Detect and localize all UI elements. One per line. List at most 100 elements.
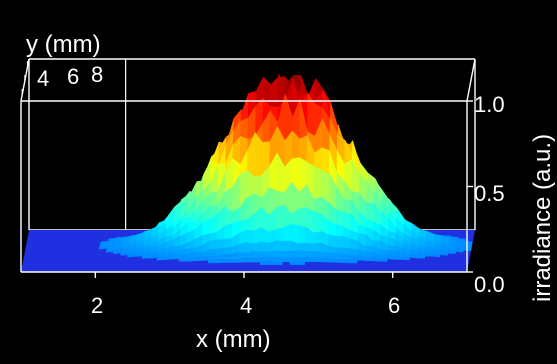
surface-patch <box>208 259 217 264</box>
surface-patch <box>238 242 247 254</box>
surface-patch <box>210 191 219 207</box>
z-tick-label-0-5: 0.5 <box>474 181 505 206</box>
surface-patch <box>185 257 195 262</box>
surface-patch <box>305 242 314 252</box>
surface-patch <box>267 256 276 262</box>
surface-patch <box>240 93 249 122</box>
y-axis-title: y (mm) <box>26 31 101 58</box>
surface-patch <box>275 227 284 242</box>
surface-patch <box>267 261 276 265</box>
surface-patch <box>260 241 269 253</box>
surface-patch <box>274 256 284 262</box>
surface-patch <box>379 258 388 262</box>
surface-patch <box>245 257 254 263</box>
surface-patch <box>297 256 306 263</box>
surface-patch <box>455 249 464 253</box>
surface-patch <box>215 259 224 264</box>
surface-patch <box>349 259 358 264</box>
y-tick-label-6: 6 <box>67 64 79 89</box>
surface-patch <box>290 223 299 245</box>
surface-patch <box>321 147 330 175</box>
surface-patch <box>304 251 314 258</box>
surface-patch <box>298 225 307 245</box>
surface-patch <box>394 256 403 260</box>
surface-patch <box>274 261 283 266</box>
surface-patch <box>319 257 328 263</box>
z-tick-label-1: 1.0 <box>474 92 505 117</box>
surface-patch <box>439 251 449 256</box>
surface-patch <box>327 246 336 254</box>
surface-patch <box>224 223 233 240</box>
surface-patch <box>313 196 322 215</box>
surface-patch <box>379 254 388 260</box>
surface-patch <box>312 251 321 259</box>
surface-patch <box>424 252 433 257</box>
box-edge-right-top-depth <box>466 58 476 102</box>
surface-patch <box>312 242 321 253</box>
surface-patch <box>401 256 411 261</box>
surface-patch <box>349 248 359 257</box>
surface-patch <box>163 255 173 261</box>
surface-patch <box>364 251 373 258</box>
surface-patch <box>276 190 285 208</box>
surface-patch <box>222 259 232 263</box>
surface-patch <box>230 258 239 263</box>
surface-patch <box>282 250 291 259</box>
surface-patch <box>379 249 389 256</box>
z-axis-title: irradiance (a.u.) <box>529 134 556 302</box>
surface-patch <box>246 230 255 245</box>
y-tick-label-8: 8 <box>91 62 103 87</box>
x-tick-label-6: 6 <box>388 293 400 318</box>
surface-patch <box>223 246 232 255</box>
surface-patch <box>335 236 344 248</box>
surface-patch <box>298 207 307 228</box>
surface-patch <box>296 261 306 265</box>
x-axis-title: x (mm) <box>196 326 271 353</box>
surface-patch <box>341 259 351 264</box>
surface-patch <box>208 249 217 257</box>
surface-patch <box>364 257 373 262</box>
axis-ticks <box>21 61 473 278</box>
surface-patch <box>267 250 276 258</box>
surface-patch <box>327 234 337 248</box>
surface-patch <box>275 250 284 258</box>
x-tick-label-4: 4 <box>240 293 252 318</box>
surface-patch <box>297 250 306 259</box>
surface-patch <box>252 250 262 259</box>
surface-patch <box>240 117 249 140</box>
surface-patch <box>313 211 322 234</box>
surface-patch <box>178 258 187 262</box>
surface-patch <box>282 240 292 252</box>
surface-patch <box>223 253 232 260</box>
surface-patch <box>289 261 298 265</box>
x-tick-label-2: 2 <box>91 293 103 318</box>
surface-patch <box>200 256 210 261</box>
surface-patch <box>290 250 299 259</box>
surface-patch <box>282 257 291 263</box>
surface-patch <box>252 257 261 263</box>
surface-patch <box>270 76 279 108</box>
z-tick-label-0: 0.0 <box>474 272 505 297</box>
surface-patch <box>253 227 262 245</box>
irradiance-surface <box>21 73 475 272</box>
surface-patch <box>275 240 284 252</box>
surface-patch <box>312 231 322 245</box>
surface-patch <box>297 242 307 252</box>
surface-patch <box>259 261 268 265</box>
surface-patch <box>208 239 218 251</box>
y-tick-label-4: 4 <box>37 66 49 91</box>
surface-patch <box>334 258 343 263</box>
surface-patch <box>319 251 329 259</box>
surface-patch <box>178 254 188 260</box>
surface-patch <box>216 239 225 250</box>
surface-patch <box>417 255 426 259</box>
surface-patch <box>304 256 313 263</box>
surface-patch <box>208 255 217 261</box>
surface-patch <box>343 199 352 215</box>
surface-patch <box>313 166 323 200</box>
surface-patch <box>223 238 232 249</box>
surface-patch <box>328 220 337 237</box>
surface-patch <box>349 255 358 261</box>
